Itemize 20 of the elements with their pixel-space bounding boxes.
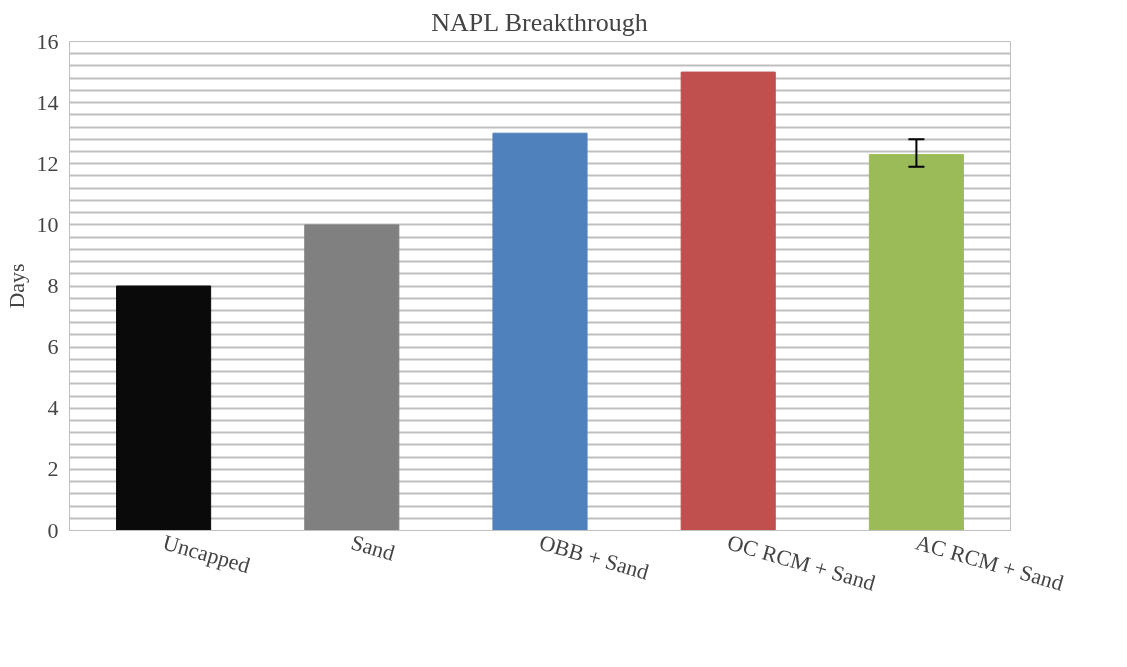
x-tick-label: OC RCM + Sand: [724, 529, 879, 596]
y-tick-label: 16: [36, 28, 59, 54]
y-axis-title: Days: [3, 263, 29, 309]
x-tick-label: AC RCM + Sand: [912, 529, 1067, 596]
bar: [492, 132, 588, 531]
y-tick-label: 12: [36, 150, 59, 176]
y-tick-label: 6: [47, 334, 59, 360]
bar: [680, 71, 776, 531]
y-tick-label: 4: [47, 395, 59, 421]
y-tick-label: 8: [47, 273, 59, 298]
y-tick-label: 0: [47, 517, 59, 543]
x-tick-label: OBB + Sand: [536, 529, 652, 585]
y-tick-label: 2: [47, 456, 59, 482]
x-tick-label: Sand: [348, 529, 398, 566]
y-tick-label: 10: [36, 211, 59, 237]
chart-title: NAPL Breakthrough: [431, 7, 648, 37]
bar: [868, 154, 964, 531]
bar: [304, 224, 400, 531]
y-tick-label: 14: [36, 89, 59, 115]
bar: [116, 285, 212, 531]
